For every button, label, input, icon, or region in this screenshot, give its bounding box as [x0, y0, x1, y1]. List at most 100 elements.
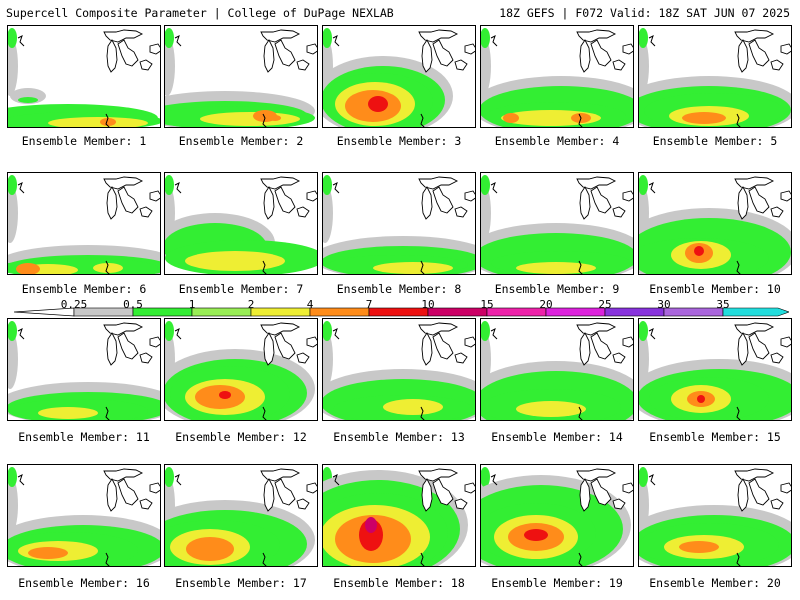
great-lake-outline [260, 322, 301, 336]
colorbar-tick-label: 30 [657, 298, 671, 311]
scp-contour [481, 321, 490, 341]
ensemble-member-label: Ensemble Member: 19 [491, 576, 623, 590]
great-lake-outline [780, 482, 791, 494]
scp-contour [368, 96, 388, 112]
coastline-segment [736, 260, 741, 274]
great-lake-outline [139, 206, 153, 218]
great-lake-outline [117, 186, 139, 214]
scp-contour [323, 329, 333, 389]
great-lake-outline [103, 29, 144, 43]
coastline-segment [174, 474, 182, 486]
scp-contour [93, 263, 123, 273]
colorbar-segment [722, 307, 789, 317]
coastline-segment [578, 113, 583, 127]
great-lake-outline [454, 498, 468, 510]
great-lake-outline [612, 206, 626, 218]
great-lake-outline [149, 336, 160, 348]
ensemble-panel [322, 318, 476, 421]
coastline-segment [332, 35, 340, 47]
great-lake-outline [418, 322, 459, 336]
coastline-segment [648, 328, 656, 340]
great-lake-outline [579, 478, 591, 512]
great-lake-outline [737, 186, 749, 220]
scp-contour [481, 183, 491, 243]
great-lake-outline [734, 468, 775, 482]
great-lake-outline [579, 186, 591, 220]
run-valid-time: 18Z GEFS | F072 Valid: 18Z SAT JUN 07 20… [499, 6, 790, 20]
ensemble-member-label: Ensemble Member: 6 [21, 282, 147, 296]
great-lake-outline [748, 332, 770, 360]
page-title: Supercell Composite Parameter | College … [6, 6, 394, 20]
great-lake-outline [622, 482, 633, 494]
great-lake-outline [576, 468, 617, 482]
colorbar-tick-label: 10 [421, 298, 435, 311]
coastline-segment [262, 260, 267, 274]
scp-contour [323, 183, 333, 243]
great-lake-outline [306, 336, 317, 348]
great-lake-outline [579, 332, 591, 366]
great-lake-outline [139, 352, 153, 364]
colorbar-segment [309, 307, 370, 317]
coastline-segment [490, 35, 498, 47]
great-lake-outline [432, 186, 454, 214]
scp-contour [516, 262, 596, 274]
scp-map-17 [165, 467, 317, 566]
great-lake-outline [464, 190, 475, 202]
coastline-segment [262, 113, 267, 127]
ensemble-panel [322, 172, 476, 275]
ensemble-panel [7, 172, 161, 275]
scp-contour [186, 537, 234, 561]
great-lake-outline [421, 332, 433, 366]
great-lake-outline [590, 186, 612, 214]
ensemble-member-label: Ensemble Member: 20 [649, 576, 781, 590]
ensemble-panel [164, 464, 318, 567]
colorbar-segment [250, 307, 311, 317]
great-lake-outline [296, 352, 310, 364]
colorbar-tick-label: 4 [306, 298, 314, 311]
ensemble-panel [480, 172, 634, 275]
great-lake-outline [306, 190, 317, 202]
great-lake-outline [263, 478, 275, 512]
coastline-segment [17, 182, 25, 194]
great-lake-outline [106, 332, 118, 366]
scp-map-3 [323, 28, 475, 127]
ensemble-member-label: Ensemble Member: 11 [18, 430, 150, 444]
scp-map-2 [165, 28, 317, 127]
great-lake-outline [274, 332, 296, 360]
great-lake-outline [454, 352, 468, 364]
colorbar-tick-label: 25 [598, 298, 612, 311]
great-lake-outline [306, 43, 317, 55]
great-lake-outline [106, 478, 118, 512]
great-lake-outline [274, 186, 296, 214]
scp-contour [481, 28, 490, 48]
great-lake-outline [149, 43, 160, 55]
scp-map-19 [481, 467, 633, 566]
great-lake-outline [590, 332, 612, 360]
ensemble-member-label: Ensemble Member: 5 [652, 134, 778, 148]
great-lake-outline [149, 482, 160, 494]
great-lake-outline [464, 43, 475, 55]
colorbar-tick-label: 1 [188, 298, 196, 311]
colorbar-tick-label: 35 [716, 298, 730, 311]
great-lake-outline [612, 498, 626, 510]
great-lake-outline [418, 176, 459, 190]
scp-map-9 [481, 175, 633, 274]
great-lake-outline [590, 39, 612, 67]
ensemble-panel [164, 172, 318, 275]
coastline-segment [332, 328, 340, 340]
ensemble-member-label: Ensemble Member: 9 [494, 282, 620, 296]
great-lake-outline [734, 176, 775, 190]
great-lake-outline [432, 478, 454, 506]
colorbar-tick-label: 2 [247, 298, 255, 311]
coastline-segment [490, 182, 498, 194]
coastline-segment [648, 474, 656, 486]
coastline-segment [174, 35, 182, 47]
scp-contour [48, 117, 148, 127]
ensemble-panel [638, 25, 792, 128]
color-scale-bar [14, 307, 789, 317]
scp-contour [639, 175, 648, 195]
great-lake-outline [421, 186, 433, 220]
ensemble-panel [480, 25, 634, 128]
scp-contour [28, 547, 68, 559]
scp-map-5 [639, 28, 791, 127]
